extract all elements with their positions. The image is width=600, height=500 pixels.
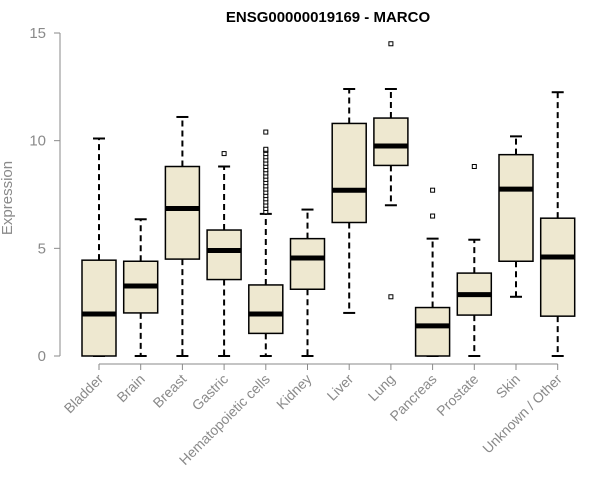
box-liver <box>331 87 367 314</box>
outlier-point <box>430 187 436 193</box>
box-iqr <box>289 237 326 290</box>
box-iqr <box>248 284 284 335</box>
outlier-point <box>263 146 269 152</box>
y-tick-label: 10 <box>29 133 46 150</box>
outlier-point <box>471 164 477 170</box>
box-skin <box>498 135 534 298</box>
x-tick-label: Breast <box>150 371 190 411</box>
x-tick-label: Lung <box>365 371 398 404</box>
box-kidney <box>289 208 326 357</box>
box-iqr <box>81 259 117 357</box>
box-iqr <box>373 117 409 167</box>
box-breast <box>164 115 201 357</box>
x-tick-label: Unknown / Other <box>479 371 565 457</box>
y-axis: 0 5 10 15 <box>29 25 61 365</box>
box-prostate <box>456 164 493 357</box>
box-hematopoietic-cells <box>248 129 284 357</box>
outlier-point <box>263 129 269 135</box>
x-tick-label: Kidney <box>273 371 315 413</box>
box-iqr <box>498 153 534 263</box>
box-unknown-other <box>539 91 576 357</box>
box-gastric <box>206 151 242 357</box>
box-iqr <box>539 217 576 317</box>
outlier-point <box>388 294 394 300</box>
x-tick-label: Prostate <box>433 371 481 419</box>
x-tick-label: Brain <box>113 371 147 405</box>
y-tick-label: 15 <box>29 25 46 42</box>
box-iqr <box>164 165 201 260</box>
chart-title: ENSG00000019169 - MARCO <box>226 9 431 26</box>
y-axis-label: Expression <box>0 161 16 235</box>
x-tick-label: Bladder <box>61 371 107 417</box>
y-tick-label: 5 <box>38 240 46 257</box>
box-lung <box>373 41 409 300</box>
box-pancreas <box>414 187 451 357</box>
y-tick-label: 0 <box>38 348 46 365</box>
outlier-point <box>388 41 394 47</box>
box-iqr <box>414 306 451 357</box>
outlier-point <box>221 151 227 157</box>
x-tick-label: Liver <box>324 371 357 404</box>
box-iqr <box>206 229 242 281</box>
box-iqr <box>331 122 367 224</box>
box-bladder <box>81 137 117 357</box>
outlier-point <box>430 213 436 219</box>
x-tick-label: Skin <box>493 371 524 402</box>
box-brain <box>122 218 159 357</box>
boxes <box>81 41 576 357</box>
